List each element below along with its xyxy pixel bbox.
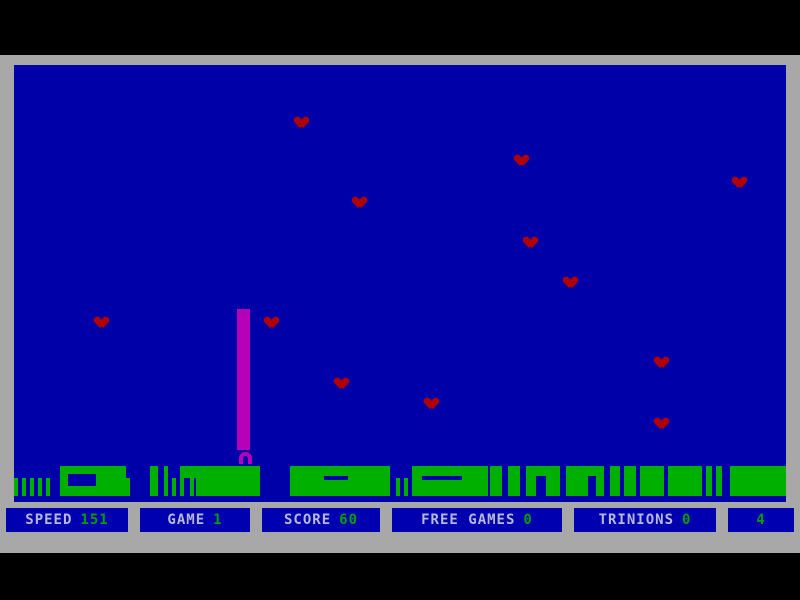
status-label-game: GAME: [167, 512, 206, 528]
status-label-free-games: FREE GAMES: [421, 512, 516, 528]
terrain-block: [660, 478, 664, 496]
terrain-block: [652, 478, 656, 496]
terrain-block: [60, 466, 104, 474]
enemy-heart[interactable]: [268, 312, 282, 325]
enemy-heart[interactable]: [527, 232, 541, 245]
status-box-speed: SPEED 151: [6, 508, 128, 532]
terrain-block: [624, 466, 636, 496]
terrain-block: [150, 466, 158, 496]
status-value-free-games: 0: [523, 512, 533, 528]
terrain-block: [324, 480, 354, 496]
status-box-trinions: TRINIONS 0: [574, 508, 716, 532]
terrain-block: [668, 466, 702, 496]
terrain-block: [378, 466, 390, 496]
terrain-block: [490, 466, 502, 496]
enemy-heart[interactable]: [98, 312, 112, 325]
terrain-block: [596, 466, 604, 496]
enemy-heart[interactable]: [298, 112, 312, 125]
terrain-block: [588, 466, 596, 476]
launcher-opening: [243, 456, 248, 464]
player-launcher[interactable]: [239, 452, 252, 464]
terrain-block: [348, 466, 382, 496]
terrain-block: [38, 478, 42, 496]
terrain-block: [706, 466, 712, 496]
magenta-beam: [237, 309, 250, 450]
status-box-score: SCORE 60: [262, 508, 380, 532]
status-value-speed: 151: [80, 512, 109, 528]
terrain-block: [46, 478, 50, 496]
status-value-score: 60: [339, 512, 358, 528]
terrain-block: [422, 480, 470, 496]
status-box-lives: 4: [728, 508, 794, 532]
enemy-heart[interactable]: [356, 192, 370, 205]
terrain-block: [96, 466, 104, 496]
terrain-block: [14, 478, 18, 496]
status-bar: SPEED 151 GAME 1 SCORE 60 FREE GAMES 0 TRINIONS 0…: [0, 508, 800, 534]
terrain-block: [752, 466, 786, 480]
terrain-block: [126, 478, 130, 496]
enemy-heart[interactable]: [658, 352, 672, 365]
terrain-block: [730, 466, 756, 496]
terrain-block: [536, 466, 546, 476]
status-label-speed: SPEED: [25, 512, 73, 528]
terrain-block: [546, 466, 560, 496]
enemy-heart[interactable]: [736, 172, 750, 185]
terrain-block: [60, 466, 68, 496]
terrain-block: [404, 478, 408, 496]
enemy-heart[interactable]: [338, 373, 352, 386]
terrain-block: [164, 466, 168, 496]
game-playfield[interactable]: [14, 65, 786, 502]
enemy-heart[interactable]: [518, 150, 532, 163]
terrain-block: [744, 478, 748, 496]
status-box-game: GAME 1: [140, 508, 250, 532]
status-value-game: 1: [213, 512, 223, 528]
terrain-block: [190, 478, 194, 496]
terrain-block: [180, 466, 242, 478]
status-value-trinions: 0: [682, 512, 692, 528]
terrain-block: [290, 466, 358, 476]
terrain-block: [736, 478, 740, 496]
enemy-heart[interactable]: [428, 393, 442, 406]
enemy-heart[interactable]: [567, 272, 581, 285]
terrain-block: [526, 466, 536, 496]
terrain-block: [196, 466, 200, 496]
terrain-block: [780, 466, 786, 496]
terrain-block: [396, 478, 400, 496]
terrain-block: [104, 466, 126, 496]
terrain-block: [254, 466, 260, 496]
status-value-lives: 4: [756, 512, 766, 528]
terrain-block: [60, 486, 104, 496]
status-box-free-games: FREE GAMES 0: [392, 508, 562, 532]
terrain-block: [412, 466, 422, 496]
terrain-block: [412, 466, 470, 476]
terrain-block: [462, 466, 488, 496]
terrain-block: [210, 478, 250, 496]
terrain-block: [566, 466, 588, 496]
terrain-block: [716, 466, 722, 496]
terrain-block: [610, 466, 620, 496]
terrain-block: [22, 478, 26, 496]
status-label-score: SCORE: [283, 512, 332, 528]
enemy-heart[interactable]: [658, 413, 672, 426]
terrain-block: [30, 478, 34, 496]
terrain-block: [172, 478, 176, 496]
status-label-trinions: TRINIONS: [598, 512, 674, 528]
terrain-block: [180, 478, 184, 496]
terrain-block: [508, 466, 520, 496]
